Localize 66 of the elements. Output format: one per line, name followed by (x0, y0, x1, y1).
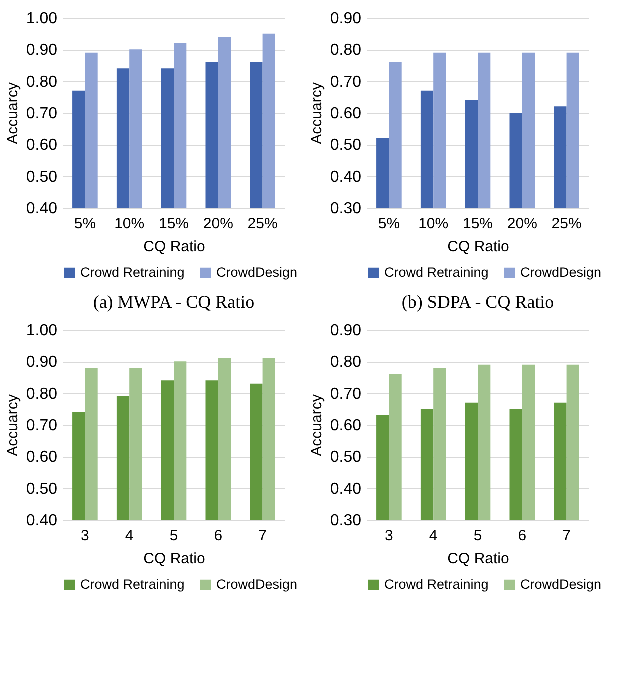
legend-label: Crowd Retraining (384, 265, 489, 280)
y-axis-title: Accuarcy (308, 82, 326, 144)
y-tick-label: 0.60 (26, 137, 58, 154)
y-tick-label: 1.00 (26, 10, 58, 28)
x-tick-label: 10% (418, 216, 449, 232)
x-axis-title: CQ Ratio (144, 550, 206, 568)
y-tick-label: 0.60 (26, 449, 58, 466)
x-tick-label: 4 (429, 528, 438, 544)
x-tick-label: 25% (552, 216, 582, 232)
y-tick-label: 0.60 (330, 106, 362, 122)
x-tick-label: 15% (158, 216, 190, 232)
x-tick-label: 20% (507, 216, 538, 232)
y-tick-label: 0.40 (330, 480, 362, 498)
y-tick-label: 0.60 (330, 418, 362, 434)
y-tick-label: 0.50 (330, 449, 362, 466)
x-axis-title: CQ Ratio (448, 238, 510, 256)
x-tick-label: 4 (125, 528, 134, 544)
y-tick-label: 0.30 (330, 512, 362, 530)
y-tick-label: 0.90 (330, 10, 362, 28)
x-tick-label: 20% (203, 216, 234, 232)
y-tick-label: 0.90 (26, 42, 58, 60)
x-tick-label: 25% (248, 216, 278, 232)
y-tick-label: 0.80 (26, 74, 58, 91)
y-tick-label: 0.70 (26, 106, 58, 122)
y-tick-label: 0.50 (330, 137, 362, 154)
legend-label: Crowd Retraining (384, 577, 489, 592)
y-tick-label: 0.50 (26, 480, 58, 498)
legend-label: Crowd Retraining (80, 577, 185, 592)
x-tick-label: 7 (258, 528, 267, 544)
x-tick-label: 5 (474, 528, 482, 544)
legend-label: CrowdDesign (520, 265, 602, 280)
y-tick-label: 0.90 (26, 354, 58, 372)
y-tick-label: 0.70 (26, 418, 58, 434)
y-axis-title: Accuarcy (4, 394, 22, 456)
y-tick-label: 0.40 (26, 512, 58, 530)
y-tick-label: 0.50 (26, 168, 58, 186)
x-axis-title: CQ Ratio (144, 238, 206, 256)
x-tick-label: 6 (214, 528, 223, 544)
y-tick-label: 0.80 (26, 386, 58, 403)
legend-label: CrowdDesign (216, 265, 298, 280)
y-tick-label: 1.00 (26, 322, 58, 340)
y-axis-title: Accuarcy (308, 394, 326, 456)
text: (a) MWPA - CQ Ratio (93, 292, 255, 312)
x-tick-label: 5% (378, 216, 400, 232)
x-tick-label: 5 (170, 528, 178, 544)
x-tick-label: 7 (562, 528, 571, 544)
y-axis-title: Accuarcy (4, 82, 22, 144)
x-tick-label: 3 (385, 528, 394, 544)
x-tick-label: 10% (114, 216, 145, 232)
y-tick-label: 0.80 (330, 354, 362, 372)
x-tick-label: 3 (81, 528, 90, 544)
y-tick-label: 0.30 (330, 200, 362, 218)
x-tick-label: 15% (462, 216, 494, 232)
y-tick-label: 0.40 (330, 168, 362, 186)
y-tick-label: 0.70 (330, 74, 362, 91)
x-tick-label: 5% (74, 216, 96, 232)
y-tick-label: 0.80 (330, 42, 362, 60)
x-axis-title: CQ Ratio (448, 550, 510, 568)
y-tick-label: 0.40 (26, 200, 58, 218)
y-tick-label: 0.70 (330, 386, 362, 403)
x-tick-label: 6 (518, 528, 527, 544)
y-tick-label: 0.90 (330, 322, 362, 340)
text: (b) SDPA - CQ Ratio (402, 292, 554, 312)
legend-label: CrowdDesign (216, 577, 298, 592)
legend-label: Crowd Retraining (80, 265, 185, 280)
legend-label: CrowdDesign (520, 577, 602, 592)
